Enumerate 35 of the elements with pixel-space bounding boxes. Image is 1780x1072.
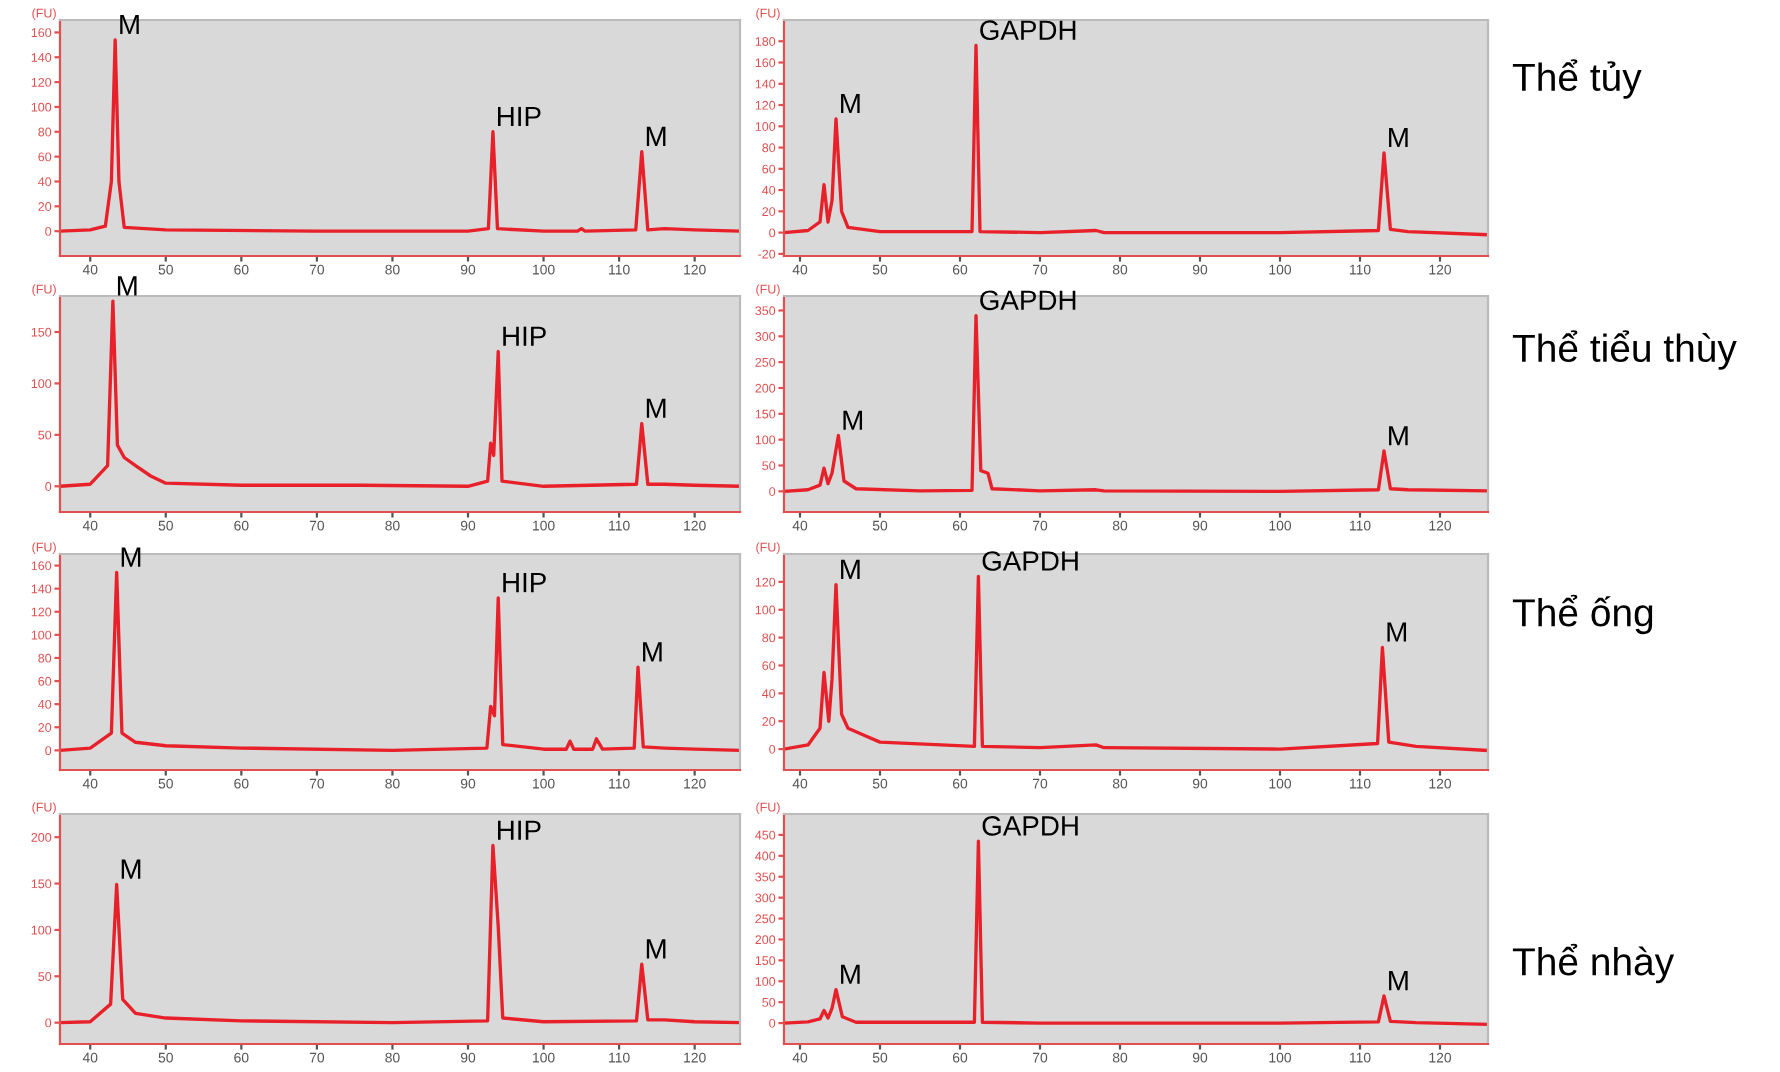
annotation: M xyxy=(121,547,141,567)
annotation: M xyxy=(841,559,860,579)
annotation: M xyxy=(120,15,139,35)
line-series xyxy=(784,313,1488,493)
annotation: HIP xyxy=(497,106,541,127)
annotation: M xyxy=(1387,622,1407,642)
annotation: M xyxy=(117,276,137,296)
line-series xyxy=(60,299,740,488)
annotation: HIP xyxy=(503,573,546,593)
annotation: M xyxy=(121,859,141,879)
annotation: HIP xyxy=(503,326,546,346)
line-series xyxy=(60,843,740,1025)
annotation: HIP xyxy=(497,820,541,840)
annotation: M xyxy=(1389,971,1408,991)
annotation: M xyxy=(841,964,860,984)
annotation: M xyxy=(646,939,666,959)
line-series xyxy=(784,43,1488,237)
annotation: GAPDH xyxy=(980,290,1076,311)
annotation: M xyxy=(841,93,860,114)
text: Thể nhày xyxy=(1512,943,1675,984)
line-series xyxy=(60,570,740,753)
annotation: GAPDH xyxy=(980,20,1076,41)
annotation: M xyxy=(646,398,666,418)
text: Thể tủy xyxy=(1512,59,1642,99)
annotation: M xyxy=(646,126,666,146)
annotation: GAPDH xyxy=(982,551,1078,571)
text: Thể ống xyxy=(1512,594,1653,635)
annotation: M xyxy=(1389,128,1408,148)
annotation: GAPDH xyxy=(982,816,1078,836)
annotation: M xyxy=(1389,426,1408,446)
line-series xyxy=(60,38,740,233)
annotation: M xyxy=(843,410,863,430)
annotation: M xyxy=(643,642,662,662)
text: Thể tiểu thùy xyxy=(1512,330,1737,370)
line-series xyxy=(784,839,1488,1027)
